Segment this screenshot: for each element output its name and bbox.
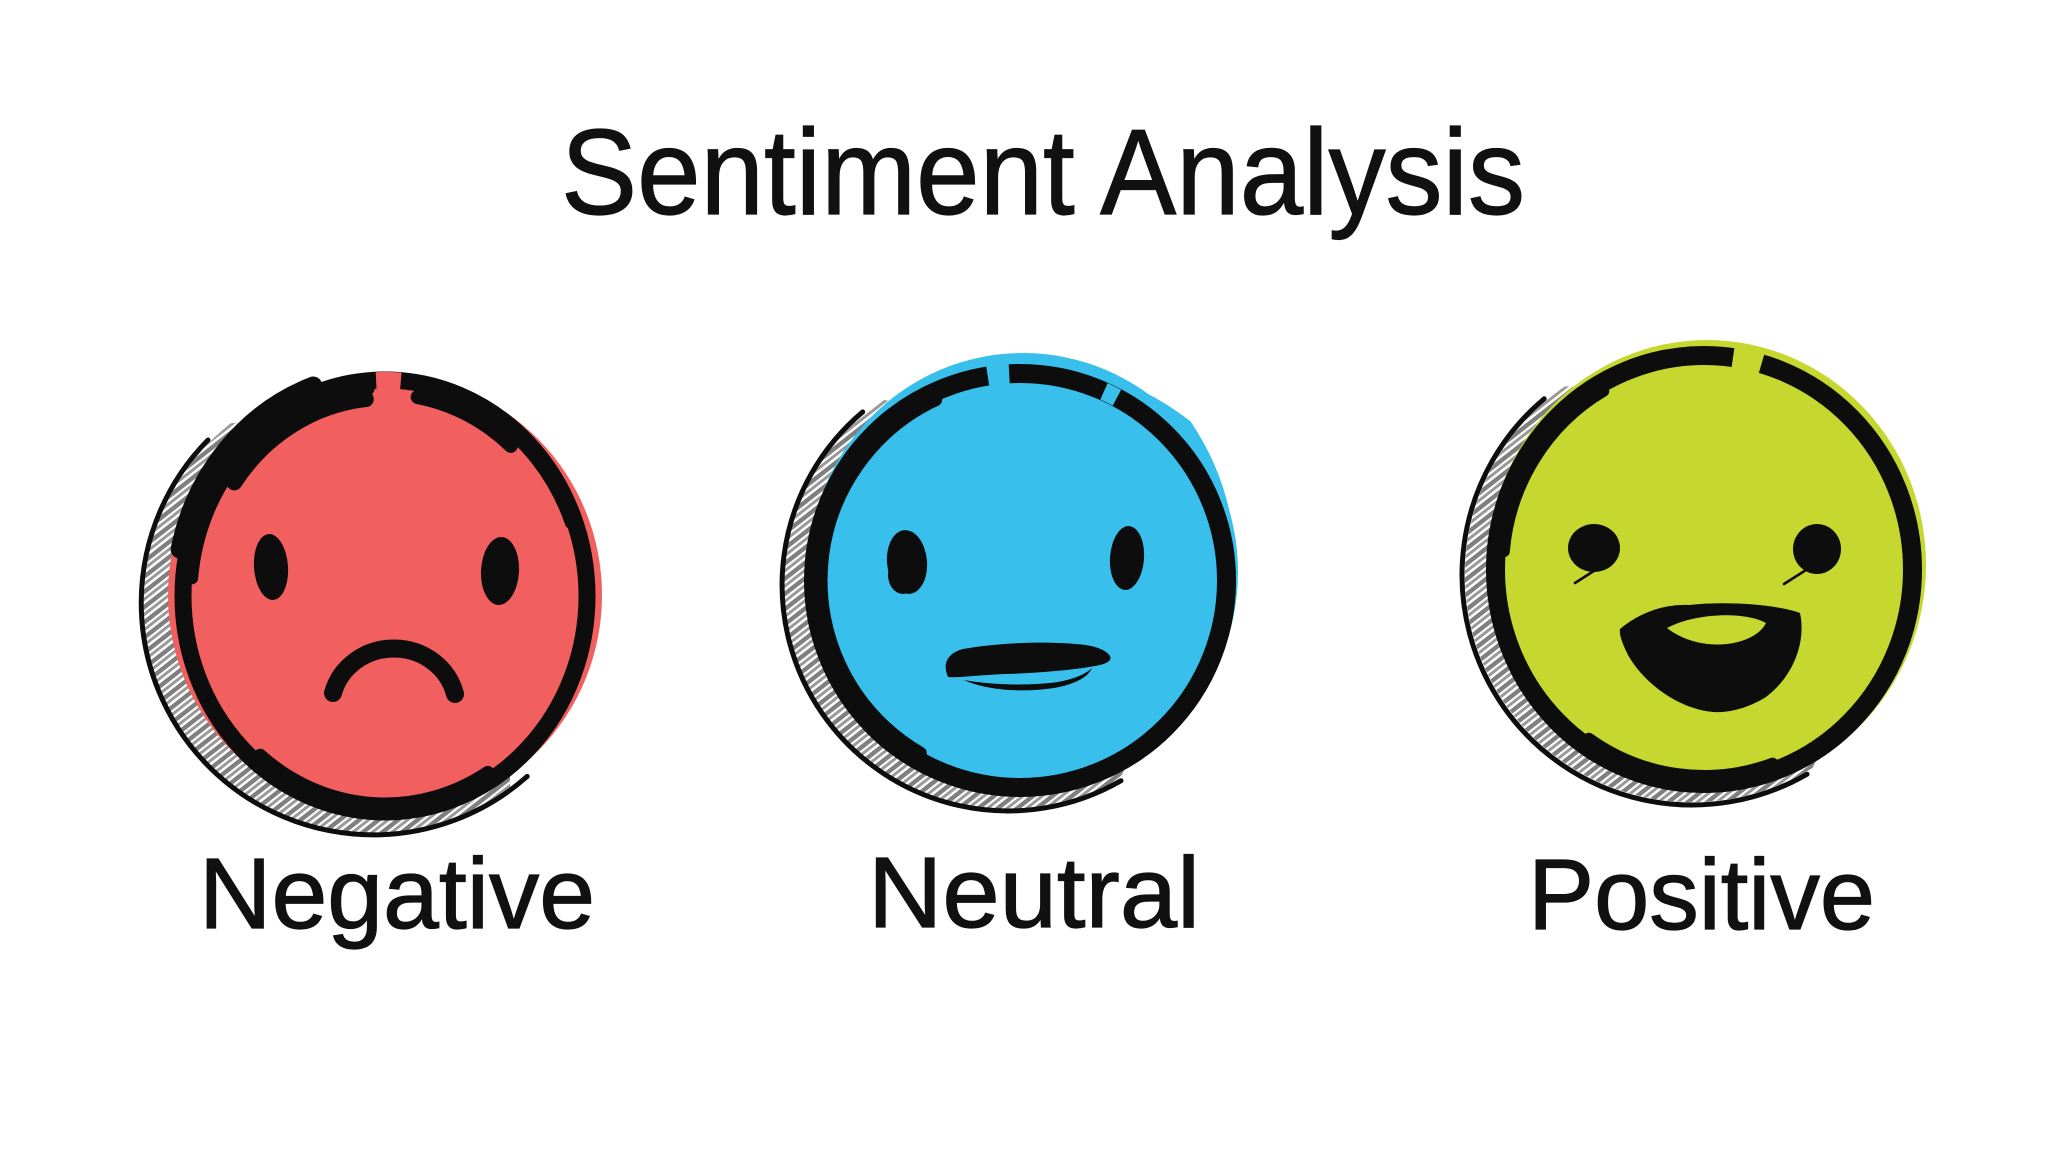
svg-text:Neutral: Neutral bbox=[868, 837, 1200, 949]
svg-text:Sentiment Analysis: Sentiment Analysis bbox=[561, 104, 1525, 240]
svg-text:Positive: Positive bbox=[1528, 839, 1875, 951]
svg-text:Negative: Negative bbox=[199, 838, 595, 950]
